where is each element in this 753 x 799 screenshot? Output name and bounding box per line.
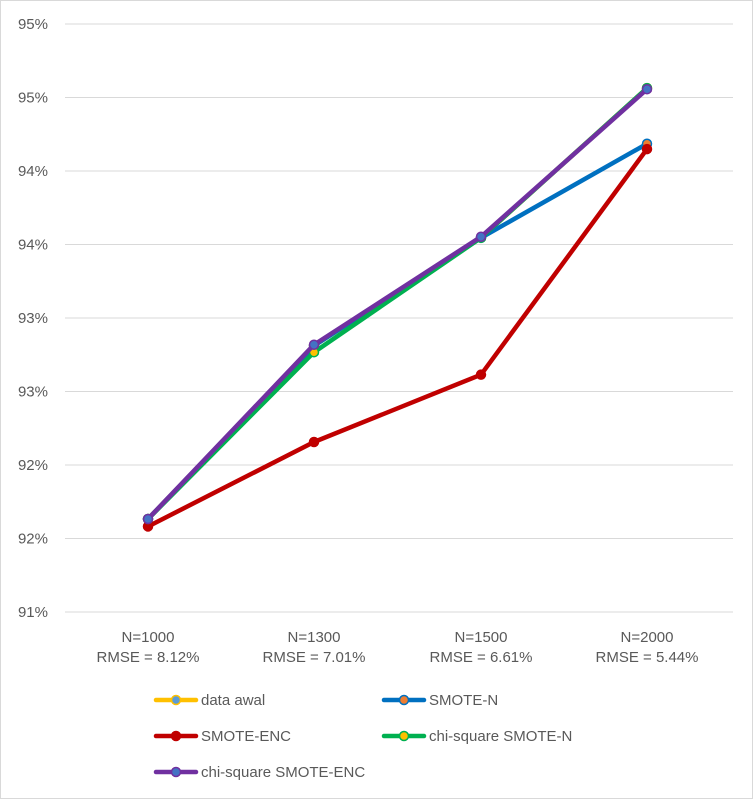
series-smote-n: [142, 138, 653, 525]
series-chi-square-smote-enc: [142, 83, 653, 525]
legend-swatch-marker: [398, 730, 410, 742]
y-tick-label: 92%: [18, 457, 48, 474]
legend-label: chi-square SMOTE-ENC: [201, 764, 365, 781]
data-point: [641, 83, 653, 95]
y-tick-label: 94%: [18, 163, 48, 180]
legend: data awal SMOTE-N SMOTE-ENC chi-square SMOT…: [153, 692, 572, 781]
series-line: [145, 146, 650, 529]
series-line: [145, 86, 650, 522]
series-chi-square-smote-n: [142, 82, 653, 525]
series-smote-enc: [142, 143, 653, 532]
y-tick-label: 95%: [18, 90, 48, 107]
x-axis-categories: N=1000 RMSE = 8.12% N=1300 RMSE = 7.01% N=15…: [97, 629, 699, 666]
data-point: [475, 231, 487, 242]
data-point: [641, 143, 653, 155]
y-tick-label: 93%: [18, 384, 48, 401]
legend-item: data awal: [153, 692, 265, 709]
series-data-awal: [142, 82, 653, 525]
x-category-label: N=2000 RMSE = 5.44%: [596, 629, 699, 666]
x-category-label: N=1500 RMSE = 6.61%: [430, 629, 533, 666]
y-tick-label: 93%: [18, 310, 48, 327]
legend-swatch-marker: [170, 730, 182, 742]
legend-label: SMOTE-N: [429, 692, 498, 709]
legend-label: data awal: [201, 692, 265, 709]
y-tick-label: 92%: [18, 531, 48, 548]
data-point: [475, 369, 487, 380]
y-tick-label: 94%: [18, 237, 48, 254]
legend-label: chi-square SMOTE-N: [429, 728, 572, 745]
x-category-label: N=1300 RMSE = 7.01%: [263, 629, 366, 666]
legend-label: SMOTE-ENC: [201, 728, 291, 745]
legend-item: chi-square SMOTE-N: [381, 728, 572, 745]
data-point: [142, 513, 154, 525]
legend-swatch-marker: [170, 766, 182, 778]
data-point: [308, 436, 320, 448]
series-lines: [142, 82, 653, 532]
y-tick-label: 95%: [18, 16, 48, 33]
legend-swatch-marker: [398, 694, 410, 706]
series-line: [145, 141, 650, 522]
legend-item: SMOTE-N: [381, 692, 498, 709]
legend-item: chi-square SMOTE-ENC: [153, 764, 365, 781]
y-tick-label: 91%: [18, 604, 48, 621]
legend-swatch-marker: [170, 694, 182, 706]
legend-item: SMOTE-ENC: [153, 728, 291, 745]
x-category-label: N=1000 RMSE = 8.12%: [97, 629, 200, 666]
data-point: [308, 339, 320, 350]
gridlines: [65, 23, 733, 613]
y-axis-ticks: 91% 92% 92% 93% 93% 94% 94% 95% 95%: [18, 16, 48, 621]
